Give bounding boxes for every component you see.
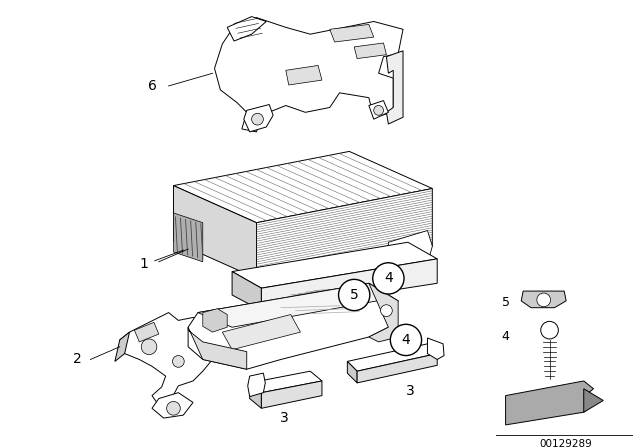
Text: 5: 5	[350, 288, 358, 302]
Text: 4: 4	[401, 333, 410, 347]
Circle shape	[537, 293, 550, 307]
Polygon shape	[203, 309, 227, 332]
Polygon shape	[232, 242, 437, 288]
Polygon shape	[227, 17, 266, 41]
Polygon shape	[330, 25, 374, 42]
Circle shape	[252, 113, 263, 125]
Circle shape	[166, 401, 180, 415]
Polygon shape	[214, 17, 403, 132]
Circle shape	[374, 105, 383, 115]
Circle shape	[390, 324, 422, 356]
Polygon shape	[354, 43, 387, 59]
Polygon shape	[428, 338, 444, 359]
Polygon shape	[115, 332, 129, 362]
Circle shape	[541, 321, 558, 339]
Polygon shape	[250, 371, 322, 393]
Text: 5: 5	[502, 296, 509, 309]
Polygon shape	[173, 213, 203, 262]
Text: 00129289: 00129289	[540, 439, 593, 448]
Text: 4: 4	[502, 331, 509, 344]
Polygon shape	[250, 383, 261, 408]
Polygon shape	[369, 101, 388, 119]
Circle shape	[339, 280, 370, 310]
Polygon shape	[173, 185, 257, 278]
Polygon shape	[232, 271, 261, 310]
Polygon shape	[584, 389, 604, 412]
Polygon shape	[244, 104, 273, 132]
Polygon shape	[222, 314, 300, 350]
Polygon shape	[152, 393, 193, 418]
Text: 3: 3	[280, 411, 288, 425]
Polygon shape	[257, 189, 433, 280]
Circle shape	[141, 339, 157, 354]
Polygon shape	[506, 381, 593, 425]
Polygon shape	[521, 291, 566, 308]
Polygon shape	[357, 353, 437, 383]
Polygon shape	[248, 373, 266, 396]
Polygon shape	[198, 283, 393, 327]
Polygon shape	[120, 313, 242, 405]
Polygon shape	[369, 283, 398, 342]
Circle shape	[173, 356, 184, 367]
Polygon shape	[173, 151, 433, 223]
Polygon shape	[188, 283, 398, 369]
Polygon shape	[188, 327, 247, 369]
Polygon shape	[286, 65, 322, 85]
Polygon shape	[261, 259, 437, 310]
Text: 2: 2	[74, 353, 82, 366]
Polygon shape	[387, 51, 403, 124]
Text: 4: 4	[384, 271, 393, 285]
Circle shape	[372, 263, 404, 294]
Polygon shape	[348, 344, 437, 371]
Polygon shape	[388, 231, 433, 274]
Text: 6: 6	[148, 79, 156, 93]
Polygon shape	[348, 362, 357, 383]
Text: 3: 3	[406, 384, 414, 398]
Polygon shape	[261, 381, 322, 408]
Text: 1: 1	[140, 257, 148, 271]
Polygon shape	[134, 323, 159, 342]
Circle shape	[381, 305, 392, 316]
